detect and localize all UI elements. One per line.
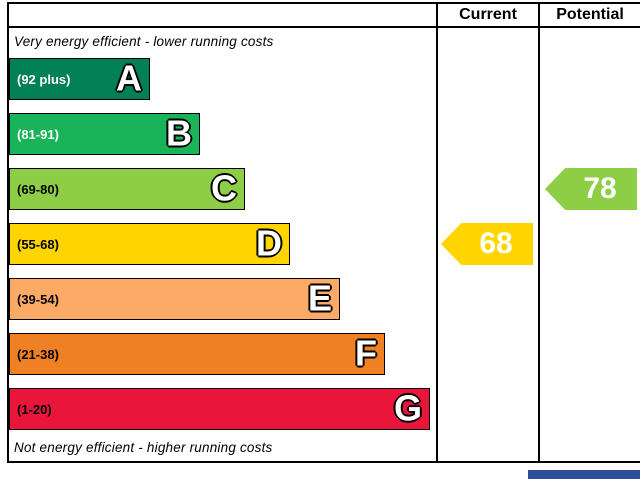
header-divider-line [7, 26, 640, 28]
current-column-header: Current [459, 6, 517, 23]
chart-border [7, 2, 640, 463]
potential-column-divider [538, 2, 540, 463]
band-range-label: (39-54) [17, 291, 59, 307]
band-range-label: (92 plus) [17, 71, 71, 87]
bottom-caption: Not energy efficient - higher running co… [14, 440, 273, 455]
band-letter: A [116, 57, 142, 99]
current-rating-value: 68 [479, 227, 513, 260]
band-row-g: (1-20) G [9, 388, 430, 430]
current-rating-arrow: 68 [441, 223, 533, 265]
band-row-a: (92 plus) A [9, 58, 150, 100]
band-letter: F [355, 332, 377, 374]
band-row-e: (39-54) E [9, 278, 340, 320]
top-caption: Very energy efficient - lower running co… [14, 34, 274, 49]
band-row-c: (69-80) C [9, 168, 245, 210]
band-letter: G [393, 387, 422, 429]
potential-rating-arrow: 78 [545, 168, 637, 210]
band-range-label: (21-38) [17, 346, 59, 362]
band-range-label: (1-20) [17, 401, 52, 417]
band-range-label: (55-68) [17, 236, 59, 252]
band-letter: D [256, 222, 282, 264]
potential-rating-value: 78 [583, 172, 617, 205]
band-letter: C [211, 167, 237, 209]
band-letter: B [166, 112, 192, 154]
band-range-label: (81-91) [17, 126, 59, 142]
band-range-label: (69-80) [17, 181, 59, 197]
band-letter: E [307, 277, 332, 319]
eu-directive-box-partial [528, 470, 640, 479]
band-row-d: (55-68) D [9, 223, 290, 265]
potential-column-header: Potential [556, 6, 624, 23]
band-row-f: (21-38) F [9, 333, 385, 375]
current-column-divider [436, 2, 438, 463]
band-row-b: (81-91) B [9, 113, 200, 155]
